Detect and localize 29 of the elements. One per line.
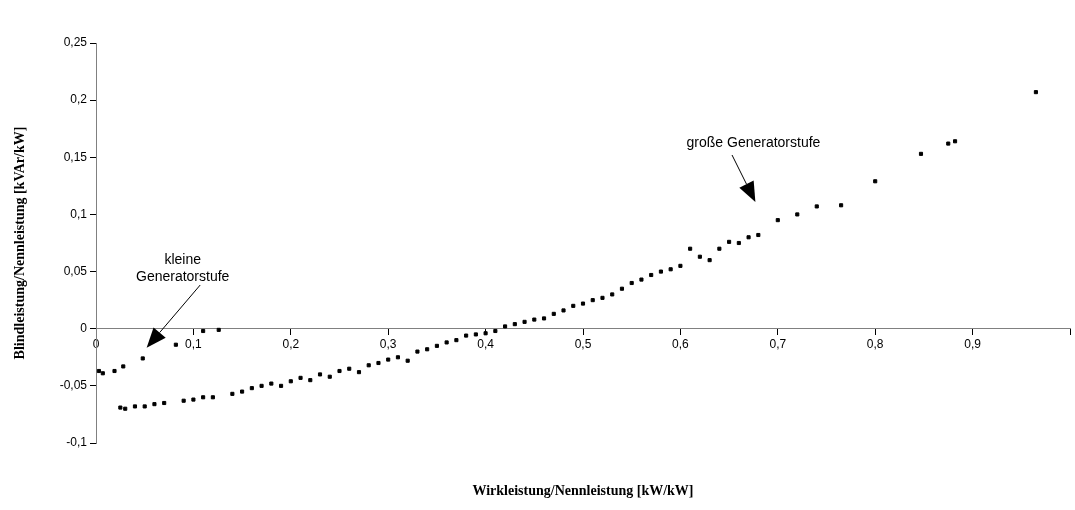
x-tick-label: 0,3: [379, 337, 397, 352]
x-tick-label: 0,6: [672, 337, 690, 352]
y-tick-label: -0,05: [59, 378, 88, 393]
x-tick-label: 0,8: [866, 337, 884, 352]
x-tick-label: 0,4: [477, 337, 495, 352]
point: [112, 368, 117, 374]
x-tick-label: 0,5: [574, 337, 592, 352]
y-tick-label: 0,1: [70, 206, 88, 221]
point: [140, 356, 145, 361]
point: [201, 328, 206, 334]
annotation: große Generatorstufe: [686, 134, 821, 150]
y-tick-label: 0,05: [63, 263, 88, 278]
x-tick-label: 0,1: [185, 337, 203, 352]
annotation: kleine Generatorstufe: [135, 251, 230, 284]
y-tick-label: -0,1: [66, 435, 88, 450]
point: [100, 371, 105, 376]
x-tick-label: 0,2: [282, 337, 300, 352]
point: [96, 368, 101, 374]
point: [121, 364, 126, 369]
y-axis-title: Blindleistung/Nennleistung [kVAr/kW]: [12, 126, 28, 360]
point: [216, 327, 221, 332]
y-tick-label: 0,2: [70, 92, 88, 107]
y-tick-label: 0,25: [63, 35, 88, 50]
point: [173, 342, 178, 347]
y-tick-label: 0,15: [63, 149, 88, 164]
x-axis-title: Wirkleistung/Nennleistung [kW/kW]: [472, 482, 694, 498]
y-tick-label: 0: [80, 321, 88, 336]
x-tick-label: 0,9: [964, 337, 982, 352]
x-tick-label: 0,7: [769, 337, 787, 352]
